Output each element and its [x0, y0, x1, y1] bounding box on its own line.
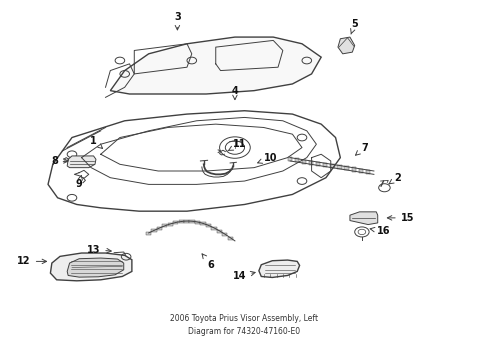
Text: 4: 4 — [231, 86, 238, 100]
Bar — [216, 230, 222, 233]
Bar — [301, 159, 305, 163]
Bar — [337, 165, 341, 169]
Bar — [294, 158, 299, 162]
Bar — [329, 164, 334, 168]
Bar — [167, 222, 173, 226]
Text: 10: 10 — [257, 153, 277, 163]
Bar — [323, 163, 327, 167]
Bar — [358, 168, 362, 173]
Bar — [308, 161, 313, 165]
Bar — [145, 231, 151, 235]
Text: 2006 Toyota Prius Visor Assembly, Left
Diagram for 74320-47160-E0: 2006 Toyota Prius Visor Assembly, Left D… — [170, 314, 318, 336]
Text: 13: 13 — [86, 245, 111, 255]
Bar — [195, 221, 200, 224]
Bar — [178, 220, 183, 223]
Polygon shape — [349, 212, 377, 225]
Text: 9: 9 — [76, 175, 82, 189]
Bar — [151, 229, 156, 232]
Bar — [315, 162, 320, 166]
Text: 1: 1 — [90, 136, 102, 148]
Bar — [189, 220, 194, 223]
Text: 11: 11 — [227, 139, 246, 151]
Bar — [173, 221, 178, 224]
Bar — [344, 166, 348, 170]
Polygon shape — [50, 253, 132, 281]
Text: 2: 2 — [388, 173, 401, 184]
Polygon shape — [110, 37, 321, 94]
Polygon shape — [258, 260, 299, 278]
Bar — [287, 157, 291, 161]
Text: 12: 12 — [17, 256, 46, 266]
Bar — [156, 227, 162, 230]
Text: 14: 14 — [232, 271, 255, 282]
Bar — [222, 233, 227, 236]
Polygon shape — [67, 156, 96, 168]
Polygon shape — [337, 37, 354, 54]
Text: 15: 15 — [386, 213, 413, 223]
Text: 3: 3 — [174, 12, 181, 30]
Text: 6: 6 — [202, 254, 214, 270]
Bar — [205, 224, 211, 227]
Bar — [351, 167, 355, 171]
Bar — [200, 222, 205, 225]
Polygon shape — [67, 258, 123, 277]
Bar — [162, 224, 167, 228]
Bar — [365, 170, 369, 174]
Text: 16: 16 — [369, 226, 389, 236]
Bar — [183, 220, 189, 223]
Bar — [227, 237, 232, 239]
Text: 7: 7 — [355, 143, 367, 155]
Bar — [211, 227, 216, 230]
Text: 8: 8 — [52, 156, 68, 166]
Text: 5: 5 — [350, 19, 357, 34]
